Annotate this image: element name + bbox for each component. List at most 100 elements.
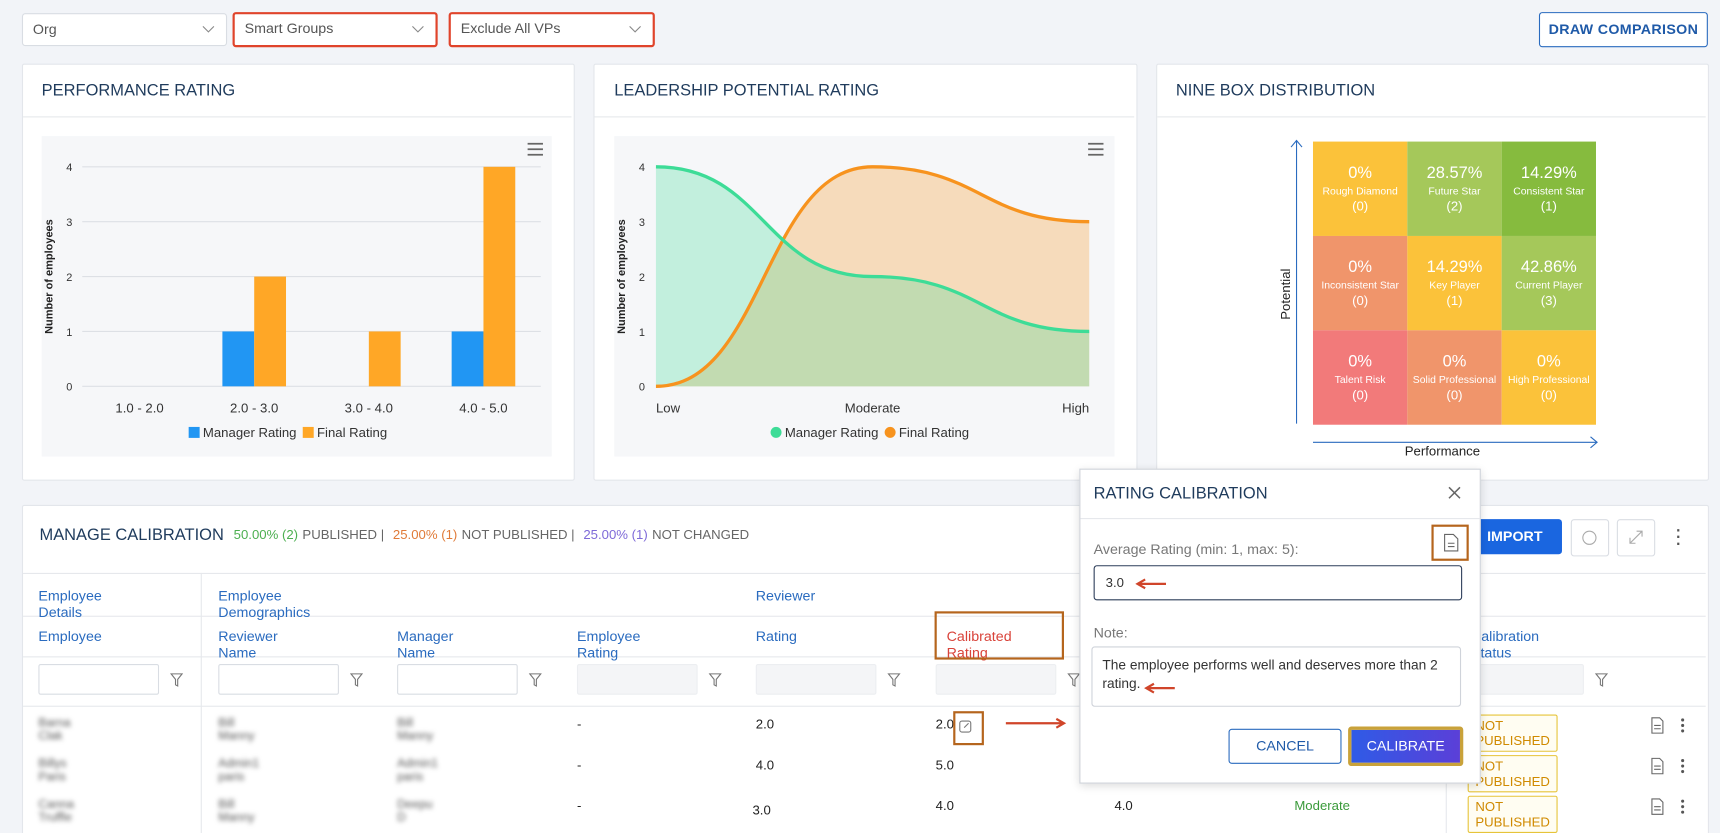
y-tick-label: 1: [639, 327, 645, 339]
nine-box-cell: 28.57% Future Star (2): [1407, 141, 1502, 236]
cell-percent: 0%: [1348, 163, 1373, 183]
table-cell: 2.0: [755, 716, 775, 733]
filter-input[interactable]: [935, 663, 1057, 695]
column-header[interactable]: Calibration Status: [1470, 627, 1540, 661]
table-cell: Barna Clak: [38, 716, 71, 744]
y-tick-label: 0: [639, 382, 645, 394]
cell-count: (1): [1446, 293, 1463, 309]
filter-input[interactable]: [576, 663, 698, 695]
column-header[interactable]: Rating: [755, 627, 797, 645]
line: [655, 165, 1090, 334]
calibrate-button[interactable]: CALIBRATE: [1348, 726, 1464, 767]
close-button[interactable]: [1447, 485, 1462, 500]
status-badge: NOT PUBLISHED: [1467, 755, 1558, 793]
cell-percent: 14.29%: [1520, 163, 1577, 183]
menu-icon[interactable]: [527, 142, 543, 156]
refresh-button[interactable]: [1570, 519, 1610, 557]
legend-label: Final Rating: [899, 425, 969, 440]
cell-percent: 0%: [1442, 352, 1467, 371]
modal-title: RATING CALIBRATION: [1093, 483, 1268, 503]
dropdown-text: Org: [32, 20, 57, 38]
column-header[interactable]: Employee Rating: [576, 627, 641, 661]
dropdown-text: Smart Groups: [244, 19, 334, 37]
cell-label: Talent Risk: [1334, 374, 1386, 387]
filter-icon[interactable]: [887, 673, 901, 693]
stat-value: 25.00% (1): [583, 526, 648, 543]
draw-comparison-button[interactable]: DRAW COMPARISON: [1538, 12, 1708, 48]
divider: [594, 116, 1135, 118]
highlight-box: [953, 711, 984, 746]
column-header[interactable]: Calibrated Rating: [946, 627, 1012, 661]
exclude-dropdown[interactable]: Exclude All VPs: [448, 12, 655, 48]
stat-label: NOT PUBLISHED |: [461, 526, 575, 543]
edit-icon[interactable]: [959, 719, 972, 739]
filter-input[interactable]: [397, 663, 518, 695]
table-cell: -: [576, 716, 582, 733]
bar: [483, 166, 516, 387]
charts: Potential Performance 0 1 2 3 4 Number of emp…: [43, 139, 1598, 459]
row-actions[interactable]: [1650, 798, 1694, 821]
cell-percent: 42.86%: [1520, 257, 1577, 277]
filter-icon[interactable]: [528, 673, 542, 693]
filter-icon[interactable]: [1067, 673, 1081, 693]
filter-icon[interactable]: [169, 673, 184, 693]
divider: [200, 572, 202, 833]
divider: [1080, 518, 1480, 520]
nine-box-cell: 0% Solid Professional (0): [1407, 330, 1502, 425]
table-cell: Moderate: [1294, 797, 1350, 814]
nine-box-cell: 0% Rough Diamond (0): [1312, 141, 1408, 236]
import-button[interactable]: IMPORT: [1467, 519, 1562, 555]
filter-icon[interactable]: [1594, 673, 1609, 693]
bar: [368, 331, 401, 387]
divider: [23, 615, 1706, 617]
field-label: Note:: [1093, 624, 1128, 641]
filter-input[interactable]: [1463, 663, 1584, 695]
cell-count: (1): [1540, 198, 1557, 215]
divider: [23, 116, 572, 118]
filter-input[interactable]: [755, 663, 877, 695]
card-title: LEADERSHIP POTENTIAL RATING: [614, 81, 880, 100]
y-axis-label: Number of employees: [44, 219, 56, 334]
table-cell: 2.0: [935, 716, 954, 733]
cell-count: (3): [1540, 293, 1557, 309]
org-dropdown[interactable]: Org: [21, 13, 228, 47]
column-header[interactable]: Manager Name: [397, 627, 454, 661]
column-header[interactable]: Reviewer Name: [218, 627, 278, 661]
filter-icon[interactable]: [349, 673, 364, 693]
cell-label: Inconsistent Star: [1321, 279, 1399, 292]
table-cell: 3.0: [752, 802, 771, 818]
nine-box-grid: 0% Rough Diamond (0) 28.57% Future Star (2) 14…: [1312, 141, 1596, 425]
nine-box-cell: 14.29% Consistent Star (1): [1501, 141, 1596, 236]
kebab-menu[interactable]: · · ·: [1676, 521, 1682, 553]
filter-icon[interactable]: [708, 673, 722, 693]
nine-box-cell: 0% Talent Risk (0): [1312, 330, 1408, 425]
nine-box-cell: 14.29% Key Player (1): [1407, 235, 1502, 331]
annotation-arrow: [1135, 578, 1167, 590]
note-textarea[interactable]: The employee performs well and deserves …: [1091, 646, 1462, 707]
cell-percent: 0%: [1536, 352, 1561, 371]
cancel-button[interactable]: CANCEL: [1228, 728, 1342, 764]
expand-button[interactable]: [1616, 519, 1656, 557]
cell-label: Current Player: [1515, 279, 1583, 292]
filter-input[interactable]: [38, 663, 160, 695]
cell-count: (0): [1352, 293, 1369, 309]
stat-value: 50.00% (2): [233, 526, 299, 543]
row-actions[interactable]: [1650, 717, 1694, 740]
table-cell: Bill Manny: [397, 716, 434, 744]
column-header[interactable]: Employee: [38, 627, 102, 645]
axis-label: Performance: [1405, 443, 1480, 458]
divider: [23, 656, 1706, 658]
menu-icon[interactable]: [1088, 142, 1104, 156]
y-tick-label: 1: [66, 327, 72, 339]
average-input[interactable]: 3.0: [1093, 565, 1463, 601]
table-cell: -: [576, 797, 582, 814]
smart-groups-dropdown[interactable]: Smart Groups: [232, 12, 438, 48]
filter-input[interactable]: [218, 663, 339, 695]
status-badge: NOT PUBLISHED: [1467, 795, 1558, 833]
row-actions[interactable]: [1650, 757, 1694, 780]
x-tick-label: 1.0 - 2.0: [115, 401, 163, 416]
cell-count: (0): [1352, 387, 1369, 403]
note-button[interactable]: [1431, 524, 1469, 561]
